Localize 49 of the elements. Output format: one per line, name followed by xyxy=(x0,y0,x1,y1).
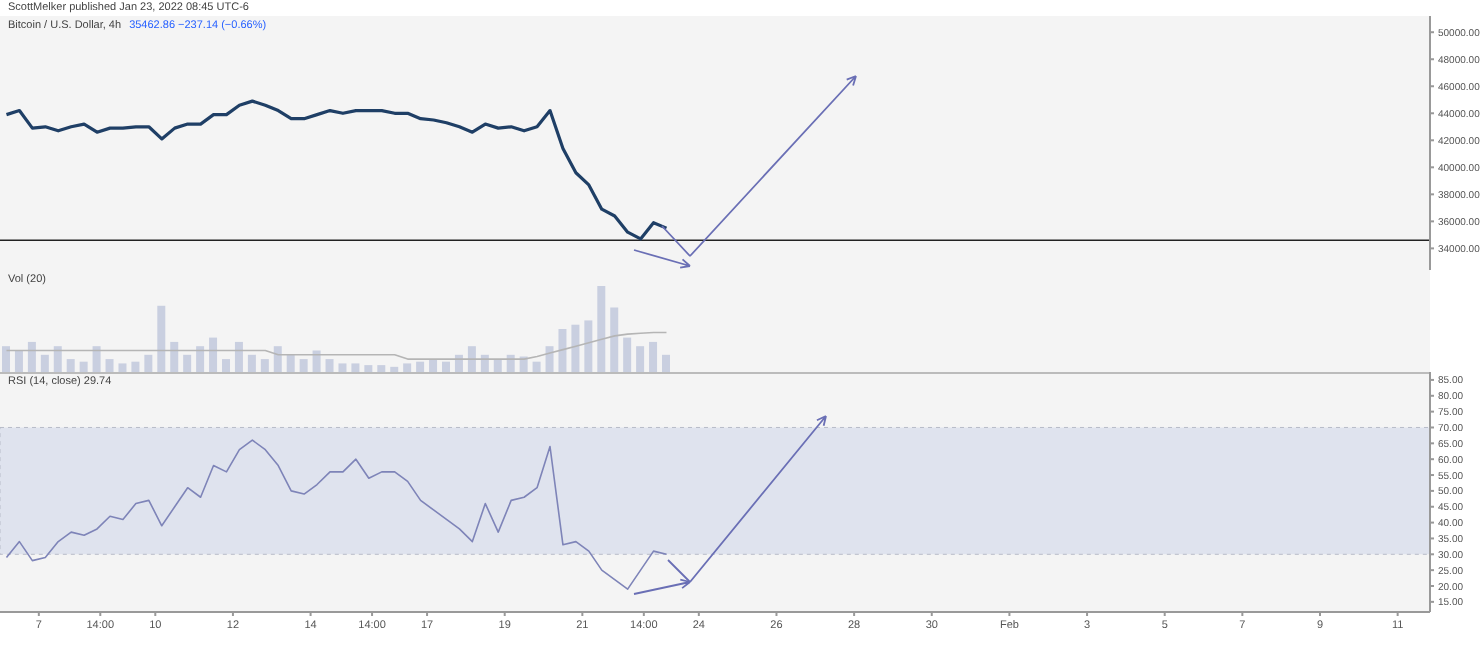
line-series xyxy=(4,99,669,241)
bar xyxy=(584,320,593,372)
bar xyxy=(247,354,256,372)
bar xyxy=(2,346,10,372)
bar xyxy=(183,354,192,372)
bar xyxy=(636,346,645,372)
bar xyxy=(416,361,425,372)
bar xyxy=(649,341,658,372)
bar xyxy=(429,359,438,372)
bar xyxy=(170,341,179,372)
bar xyxy=(105,359,114,372)
bar xyxy=(157,305,166,372)
bar xyxy=(662,354,670,372)
bar xyxy=(364,365,373,372)
bar xyxy=(222,359,230,372)
bar xyxy=(286,354,295,372)
bar xyxy=(234,341,243,372)
bar xyxy=(623,337,632,372)
bar xyxy=(403,363,412,372)
bar xyxy=(299,359,308,372)
bar xyxy=(597,286,606,372)
bar xyxy=(351,363,360,372)
bar xyxy=(14,350,23,372)
bar xyxy=(545,346,554,372)
bar xyxy=(325,359,334,372)
bar xyxy=(92,346,101,372)
bar xyxy=(196,346,205,372)
bar xyxy=(131,361,140,372)
bar xyxy=(442,361,450,372)
bar xyxy=(338,363,347,372)
bar xyxy=(558,329,567,372)
bar xyxy=(27,341,36,372)
bar xyxy=(571,324,580,372)
bar xyxy=(610,307,619,372)
line-series xyxy=(5,439,668,590)
bar xyxy=(79,361,88,372)
bar xyxy=(144,354,153,372)
bar xyxy=(273,346,282,372)
bar xyxy=(66,359,75,372)
bar xyxy=(377,365,386,372)
bar xyxy=(532,361,541,372)
bar xyxy=(209,337,218,372)
bar xyxy=(493,359,502,372)
bar xyxy=(118,363,127,372)
bar xyxy=(260,359,269,372)
bar xyxy=(467,346,476,372)
bar xyxy=(40,354,49,372)
bar xyxy=(390,366,399,372)
bar xyxy=(53,346,62,372)
